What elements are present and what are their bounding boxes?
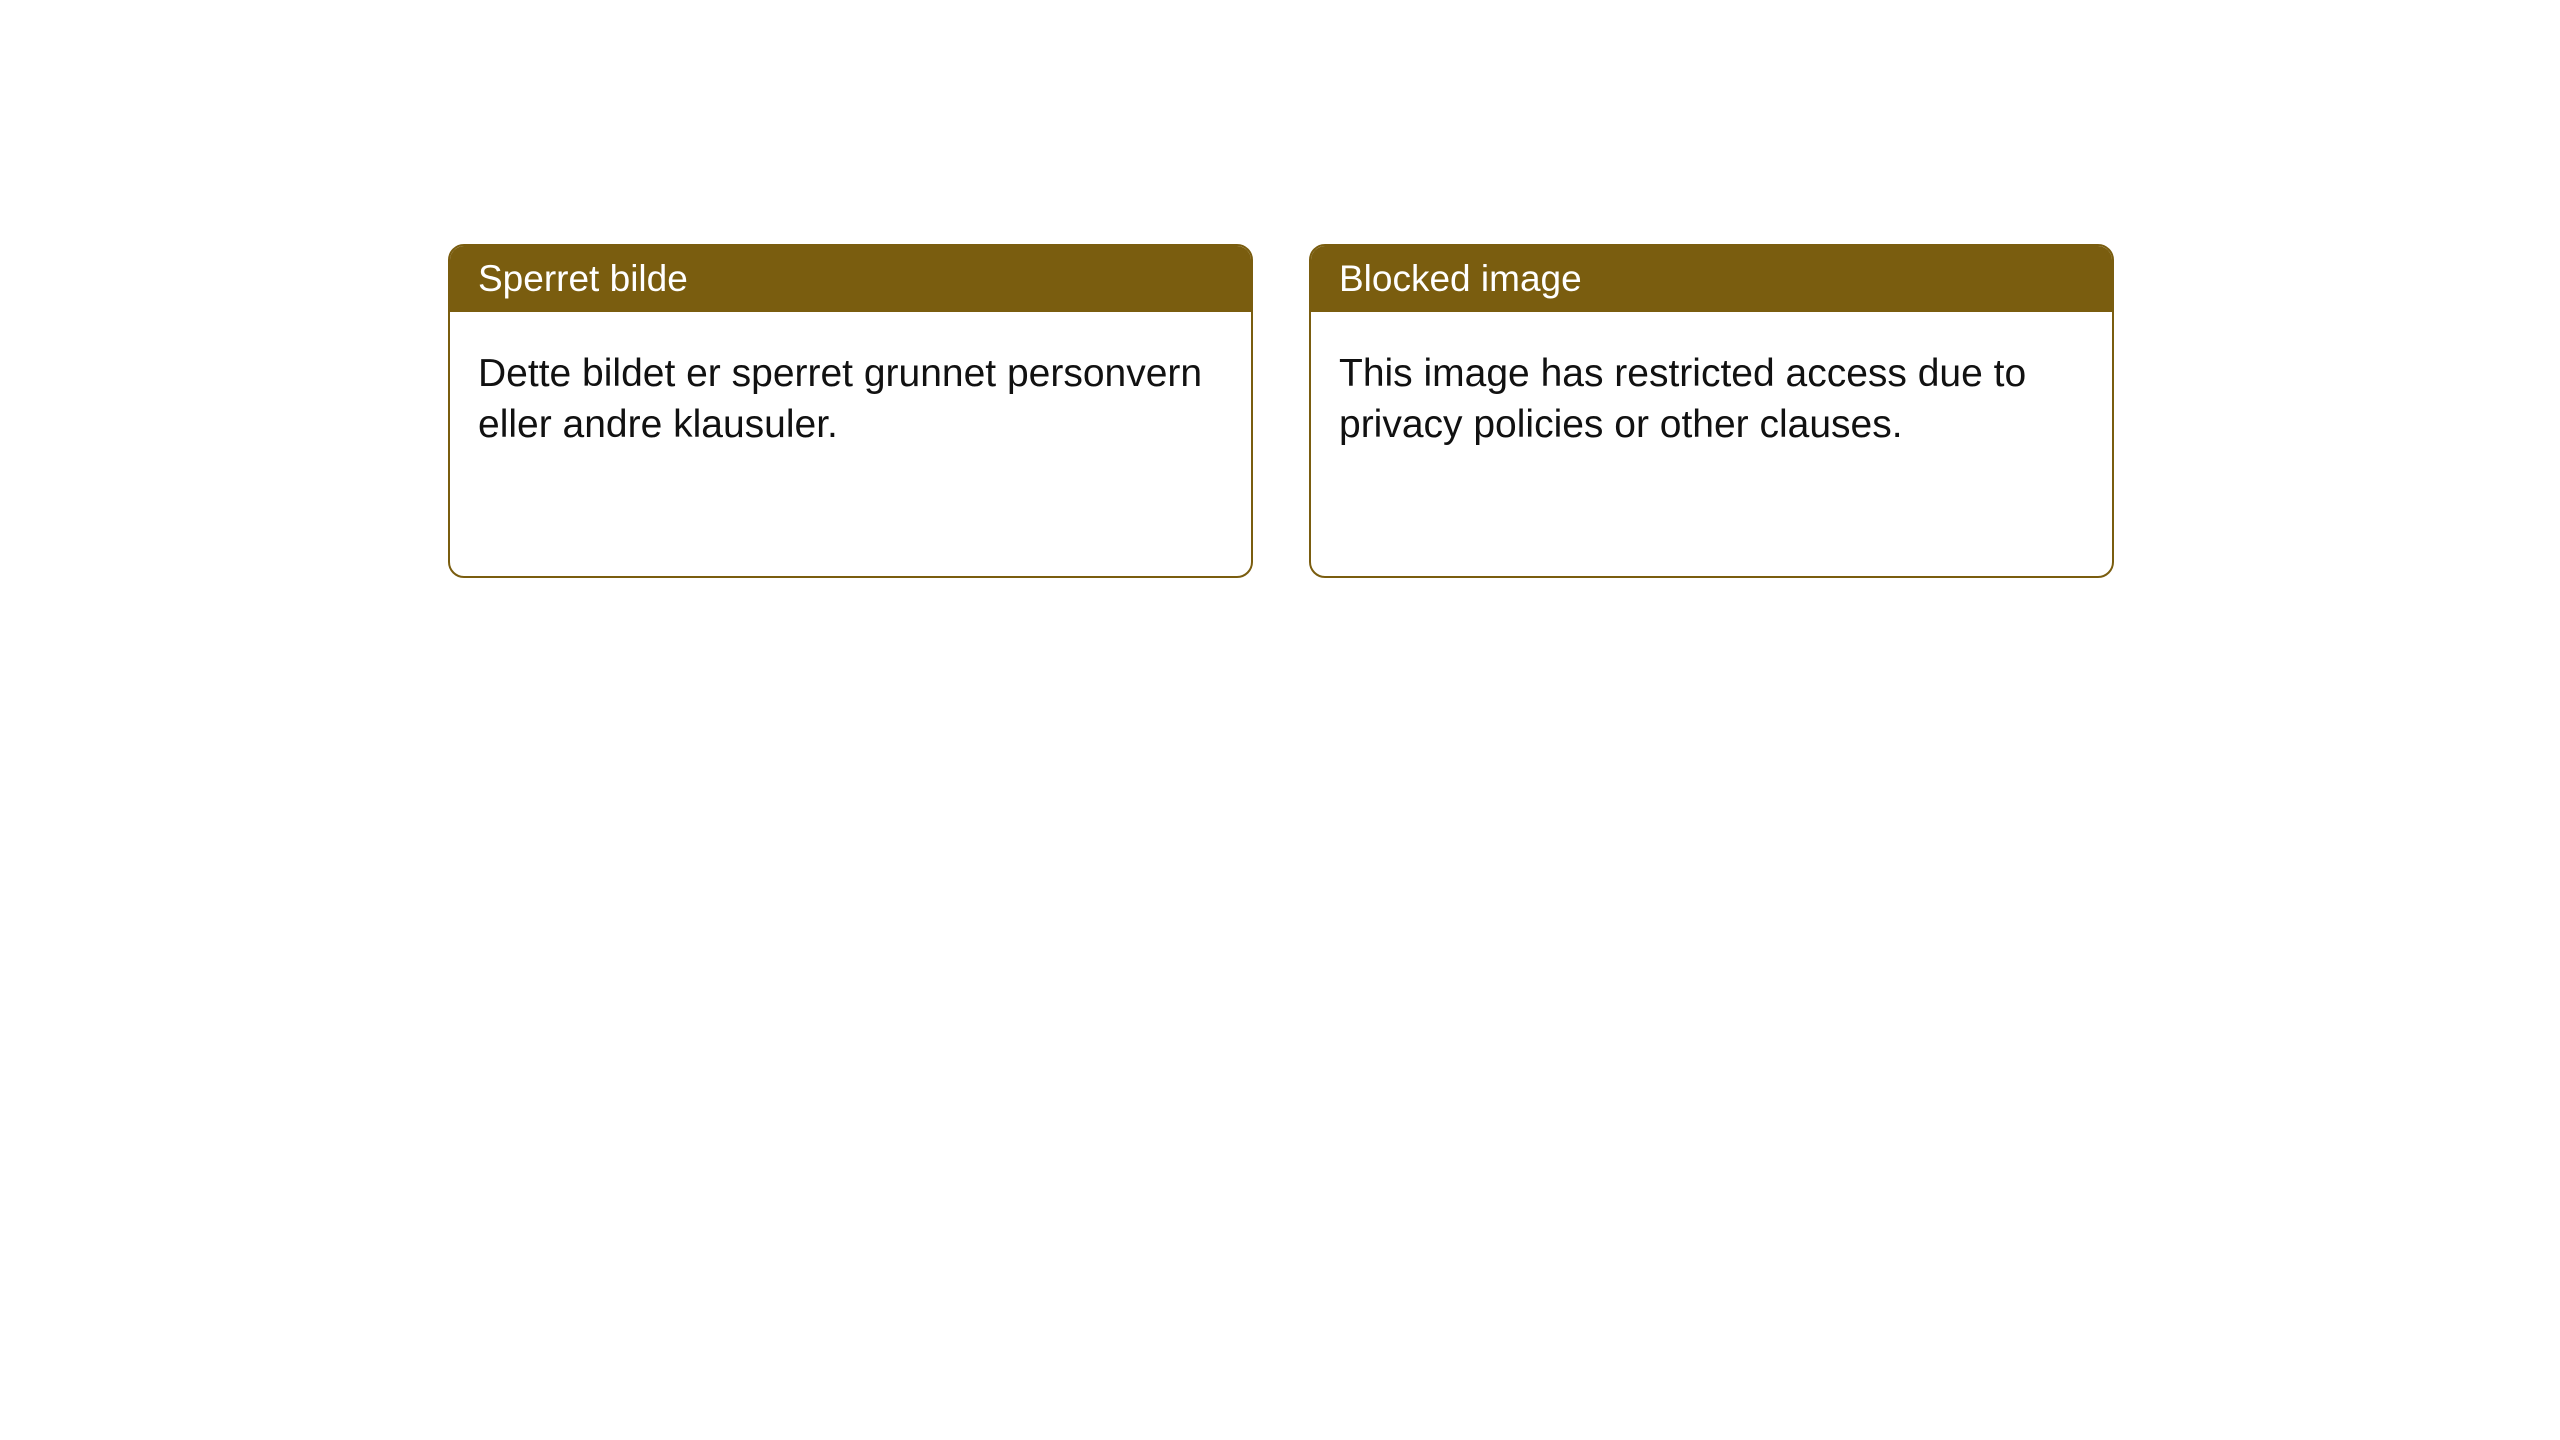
blocked-image-card-english: Blocked image This image has restricted … bbox=[1309, 244, 2114, 578]
card-header-norwegian: Sperret bilde bbox=[450, 246, 1251, 312]
card-container: Sperret bilde Dette bildet er sperret gr… bbox=[0, 0, 2560, 578]
card-body-english: This image has restricted access due to … bbox=[1311, 312, 2112, 487]
blocked-image-card-norwegian: Sperret bilde Dette bildet er sperret gr… bbox=[448, 244, 1253, 578]
card-header-english: Blocked image bbox=[1311, 246, 2112, 312]
card-body-norwegian: Dette bildet er sperret grunnet personve… bbox=[450, 312, 1251, 487]
